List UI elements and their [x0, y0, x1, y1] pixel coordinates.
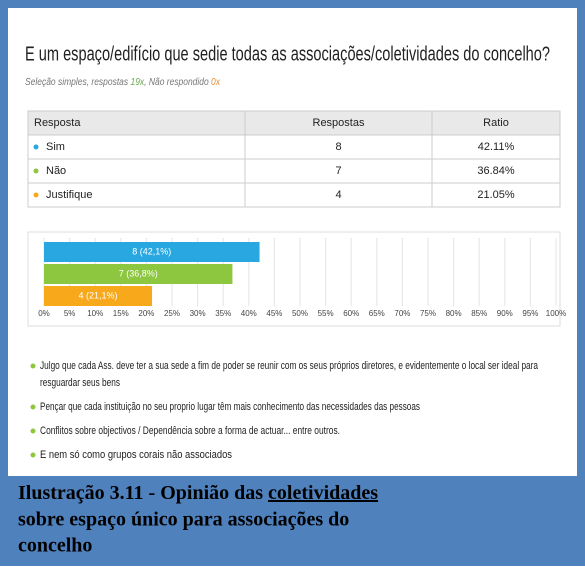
x-tick-label: 80% [446, 309, 462, 318]
unanswered-count: 0x [211, 77, 221, 88]
caption-text: coletividades [268, 482, 378, 504]
comments: Julgo que cada Ass. deve ter a sua sede … [30, 360, 539, 461]
subtitle: Seleção simples, respostas 19x, Não resp… [25, 77, 221, 88]
x-tick-label: 35% [215, 309, 231, 318]
answered-count: 19x [130, 77, 145, 88]
table: Resposta Respostas Ratio Sim 8 42.11% Não 7 36.8… [27, 110, 561, 208]
bullet [30, 428, 36, 434]
bullet [33, 144, 39, 150]
bullet [30, 363, 36, 369]
x-tick-label: 10% [87, 309, 103, 318]
bar-chart: 0% 5% 10% 15% 20% 25% 30% 35% 40% 45% 50% 55% 60% 65%… [27, 231, 566, 327]
table-row [27, 182, 561, 208]
x-tick-label: 70% [394, 309, 410, 318]
bullet [33, 168, 39, 174]
header-cell: Resposta [34, 117, 81, 129]
bullet [33, 192, 39, 198]
caption-text: concelho [18, 535, 92, 557]
table-row [27, 158, 561, 184]
bar [44, 242, 260, 262]
bullet [30, 404, 36, 410]
x-tick-label: 0% [38, 309, 50, 318]
x-tick-label: 60% [343, 309, 359, 318]
table-cell: 7 [335, 165, 341, 177]
x-tick-label: 20% [138, 309, 154, 318]
x-tick-label: 30% [190, 309, 206, 318]
caption-text: sobre espaço único para associações do [18, 509, 349, 531]
x-tick-label: 75% [420, 309, 436, 318]
caption-text: Ilustração 3.11 - Opinião das [18, 482, 268, 504]
x-tick-label: 65% [369, 309, 385, 318]
comment-text: Pençar que cada instituição no seu propr… [40, 401, 420, 413]
caption: Ilustração 3.11 - Opinião das coletivida… [18, 482, 378, 504]
x-tick-label: 15% [113, 309, 129, 318]
x-tick-label: 90% [497, 309, 513, 318]
x-tick-label: 25% [164, 309, 180, 318]
x-tick-label: 45% [266, 309, 282, 318]
bar-label: 4 (21,1%) [79, 290, 118, 300]
table-cell: 36.84% [477, 165, 515, 177]
bullet [30, 452, 36, 458]
x-tick-label: 40% [241, 309, 257, 318]
comment-text: E nem só como grupos corais não associad… [40, 449, 232, 461]
x-tick-label: 50% [292, 309, 308, 318]
table-header [27, 110, 561, 136]
subtitle-text: , Não respondido [144, 77, 211, 88]
x-tick-label: 100% [546, 309, 566, 318]
table-cell: 4 [335, 189, 341, 201]
bar [44, 264, 233, 284]
header-cell: Ratio [483, 117, 509, 129]
header-cell: Respostas [313, 117, 365, 129]
x-tick-label: 55% [318, 309, 334, 318]
table-cell: 8 [335, 141, 341, 153]
table-cell: Sim [46, 141, 65, 153]
comment-text: Conflitos sobre objectivos / Dependência… [40, 425, 340, 437]
table-cell: Justifique [46, 189, 92, 201]
question-title: E um espaço/edifício que sedie todas as … [25, 43, 550, 65]
table-cell: 42.11% [478, 141, 515, 153]
bar [44, 286, 153, 306]
table-cell: 21.05% [477, 189, 515, 201]
bar-label: 7 (36,8%) [119, 268, 158, 278]
x-tick-label: 5% [64, 309, 76, 318]
subtitle-text: Seleção simples, respostas [25, 77, 130, 88]
bar-label: 8 (42,1%) [132, 246, 171, 256]
table-cell: Não [46, 165, 66, 177]
comment-text: resguardar seus bens [40, 377, 120, 389]
x-tick-label: 95% [522, 309, 538, 318]
comment-text: Julgo que cada Ass. deve ter a sua sede … [40, 360, 539, 372]
x-tick-label: 85% [471, 309, 487, 318]
